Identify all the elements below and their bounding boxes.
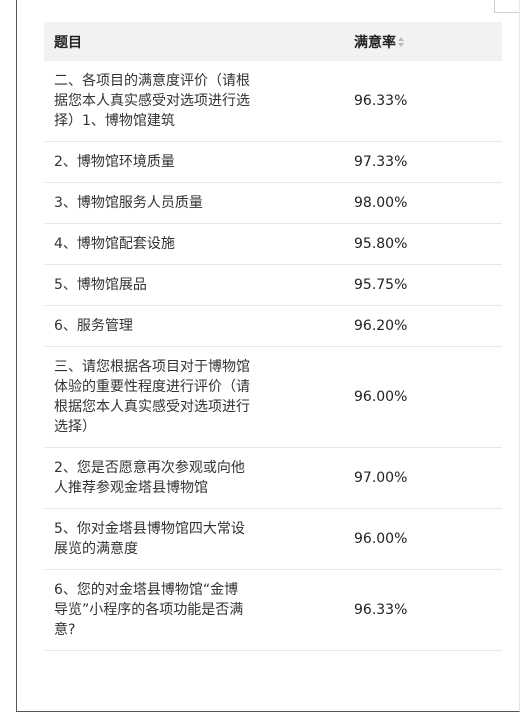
question-cell: 三、请您根据各项目对于博物馆体验的重要性程度进行评价（请根据您本人真实感受对选项… <box>44 346 344 448</box>
rate-cell: 96.00% <box>344 346 502 448</box>
table-row: 二、各项目的满意度评价（请根据您本人真实感受对选项进行选择）1、博物馆建筑 96… <box>44 61 502 142</box>
table-row: 6、您的对金塔县博物馆“金博导览”小程序的各项功能是否满意? 96.33% <box>44 569 502 651</box>
rate-cell: 96.00% <box>344 508 502 570</box>
table-row: 5、博物馆展品 95.75% <box>44 264 502 306</box>
table-row: 2、您是否愿意再次参观或向他人推荐参观金塔县博物馆 97.00% <box>44 447 502 509</box>
table-row: 6、服务管理 96.20% <box>44 305 502 347</box>
sort-arrows-icon[interactable] <box>398 36 404 48</box>
question-cell: 2、博物馆环境质量 <box>44 141 344 183</box>
rate-cell: 98.00% <box>344 182 502 224</box>
question-cell: 6、您的对金塔县博物馆“金博导览”小程序的各项功能是否满意? <box>44 569 344 651</box>
table-row: 3、博物馆服务人员质量 98.00% <box>44 182 502 224</box>
question-cell: 2、您是否愿意再次参观或向他人推荐参观金塔县博物馆 <box>44 447 344 509</box>
table-row: 4、博物馆配套设施 95.80% <box>44 223 502 265</box>
question-cell: 二、各项目的满意度评价（请根据您本人真实感受对选项进行选择）1、博物馆建筑 <box>44 61 344 142</box>
satisfaction-table: 题目 满意率 二、各项目的满意度评价（请根据您本人真实感受对选项进行选择）1、博… <box>44 22 502 651</box>
question-cell: 4、博物馆配套设施 <box>44 223 344 265</box>
rate-cell: 96.33% <box>344 61 502 142</box>
question-cell: 5、你对金塔县博物馆四大常设展览的满意度 <box>44 508 344 570</box>
column-header-question-label: 题目 <box>54 34 82 51</box>
question-cell: 5、博物馆展品 <box>44 264 344 306</box>
table-row: 2、博物馆环境质量 97.33% <box>44 141 502 183</box>
rate-cell: 95.80% <box>344 223 502 265</box>
rate-cell: 95.75% <box>344 264 502 306</box>
question-cell: 3、博物馆服务人员质量 <box>44 182 344 224</box>
rate-cell: 97.33% <box>344 141 502 183</box>
table-header-row: 题目 满意率 <box>44 22 502 61</box>
table-row: 5、你对金塔县博物馆四大常设展览的满意度 96.00% <box>44 508 502 570</box>
rate-cell: 96.33% <box>344 569 502 651</box>
column-header-satisfaction-label: 满意率 <box>354 34 396 51</box>
rate-cell: 96.20% <box>344 305 502 347</box>
column-header-satisfaction[interactable]: 满意率 <box>344 22 502 61</box>
question-cell: 6、服务管理 <box>44 305 344 347</box>
page-corner-mark <box>494 0 519 13</box>
column-header-question: 题目 <box>44 22 344 61</box>
rate-cell: 97.00% <box>344 447 502 509</box>
table-row: 三、请您根据各项目对于博物馆体验的重要性程度进行评价（请根据您本人真实感受对选项… <box>44 346 502 448</box>
